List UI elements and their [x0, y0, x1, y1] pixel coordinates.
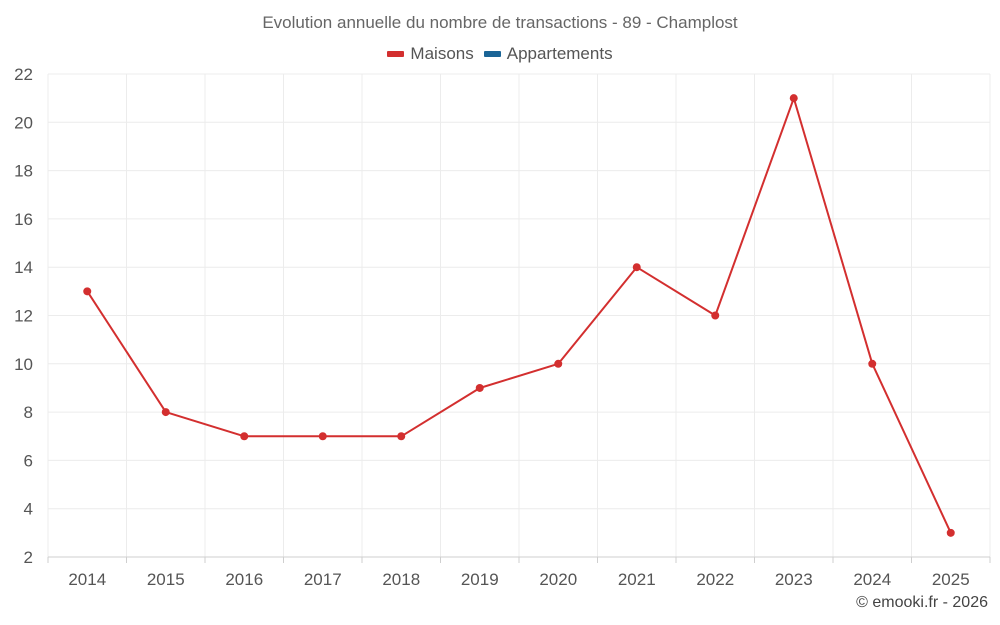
x-tick-label: 2015	[147, 570, 185, 589]
legend-label-appartements: Appartements	[506, 44, 613, 63]
data-point	[318, 432, 327, 441]
y-tick-label: 8	[24, 403, 33, 422]
data-point	[240, 432, 249, 441]
x-tick-label: 2020	[539, 570, 577, 589]
y-tick-label: 20	[14, 113, 33, 132]
series-line-maisons	[86, 97, 952, 534]
x-tick-label: 2021	[618, 570, 656, 589]
y-tick-label: 10	[14, 355, 33, 374]
data-point	[632, 263, 641, 272]
data-point	[868, 359, 877, 368]
legend-item-maisons[interactable]: Maisons	[387, 44, 474, 64]
y-tick-label: 18	[14, 162, 33, 181]
y-tick-label: 6	[24, 451, 33, 470]
legend: Maisons Appartements	[0, 44, 1000, 64]
x-tick-label: 2024	[853, 570, 891, 589]
credit-text: © emooki.fr - 2026	[856, 594, 988, 611]
data-point	[554, 359, 563, 368]
x-tick-label: 2016	[225, 570, 263, 589]
x-tick-label: 2018	[382, 570, 420, 589]
data-point	[711, 311, 720, 320]
legend-item-appartements[interactable]: Appartements	[483, 44, 613, 64]
y-tick-label: 12	[14, 307, 33, 326]
data-point	[475, 383, 484, 392]
chart-title: Evolution annuelle du nombre de transact…	[262, 13, 738, 32]
legend-label-maisons: Maisons	[410, 44, 474, 63]
y-tick-label: 4	[24, 500, 33, 519]
y-tick-label: 14	[14, 258, 33, 277]
legend-swatch-maisons	[387, 51, 405, 57]
data-point	[161, 408, 170, 417]
x-tick-label: 2019	[461, 570, 499, 589]
y-tick-label: 2	[24, 548, 33, 567]
data-point	[397, 432, 406, 441]
y-tick-label: 22	[14, 65, 33, 84]
legend-swatch-appartements	[483, 51, 501, 57]
x-tick-label: 2017	[304, 570, 342, 589]
x-tick-label: 2014	[68, 570, 106, 589]
x-tick-label: 2022	[696, 570, 734, 589]
x-tick-label: 2023	[775, 570, 813, 589]
x-tick-label: 2025	[932, 570, 970, 589]
data-point	[946, 528, 955, 537]
data-point	[83, 287, 92, 296]
y-tick-label: 16	[14, 210, 33, 229]
data-point	[789, 94, 798, 103]
